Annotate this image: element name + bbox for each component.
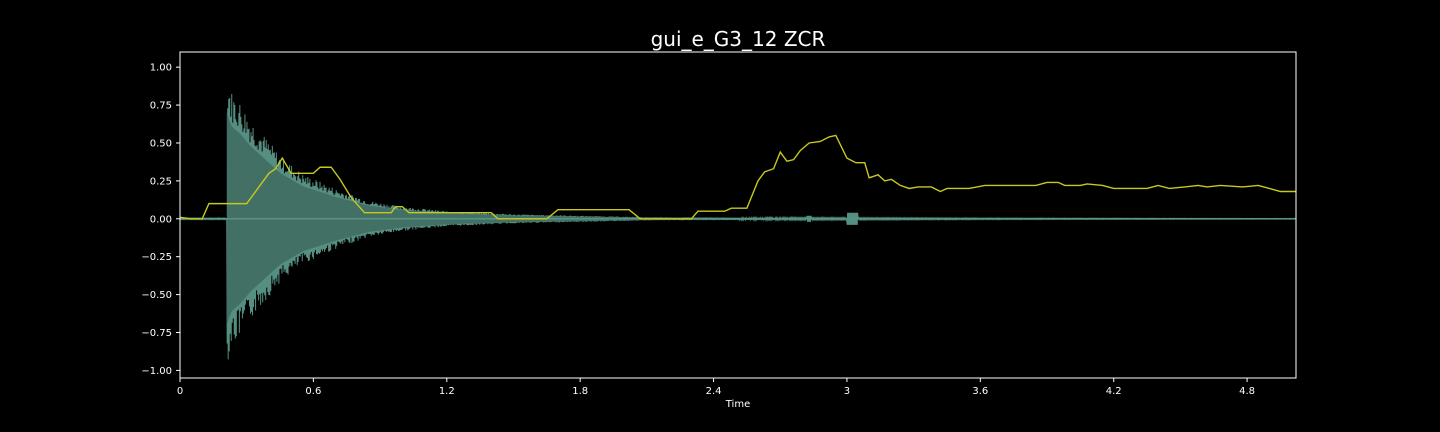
y-tick-label: 0.00 xyxy=(150,214,172,225)
x-tick-label: 0.6 xyxy=(305,386,321,397)
x-axis: 0 0.6 1.2 1.8 2.4 3 3.6 4.2 4.8 xyxy=(177,378,1255,397)
y-tick-label: 0.50 xyxy=(150,138,172,149)
y-tick-label: 0.75 xyxy=(150,101,172,112)
y-tick-label: 1.00 xyxy=(150,63,172,74)
x-tick-label: 1.2 xyxy=(439,386,455,397)
x-tick-label: 2.4 xyxy=(706,386,722,397)
chart-title: gui_e_G3_12 ZCR xyxy=(651,27,826,51)
x-tick-label: 3 xyxy=(844,386,850,397)
x-tick-label: 3.6 xyxy=(972,386,988,397)
x-tick-label: 0 xyxy=(177,386,183,397)
zcr-series-line xyxy=(179,134,1296,220)
plot-frame xyxy=(179,51,1297,379)
y-tick-label: −0.75 xyxy=(141,328,172,339)
series-layer xyxy=(179,134,1296,220)
y-tick-label: 0.25 xyxy=(150,176,172,187)
x-tick-label: 1.8 xyxy=(572,386,588,397)
y-tick-label: −1.00 xyxy=(141,366,172,377)
x-axis-label: Time xyxy=(725,399,750,410)
y-tick-label: −0.25 xyxy=(141,252,172,263)
x-tick-label: 4.8 xyxy=(1239,386,1255,397)
y-axis: 1.00 0.75 0.50 0.25 0.00 −0.25 −0.50 −0.75 −1.00 xyxy=(141,63,180,377)
x-tick-label: 4.2 xyxy=(1106,386,1122,397)
waveform xyxy=(179,93,1297,360)
y-tick-label: −0.50 xyxy=(141,290,172,301)
